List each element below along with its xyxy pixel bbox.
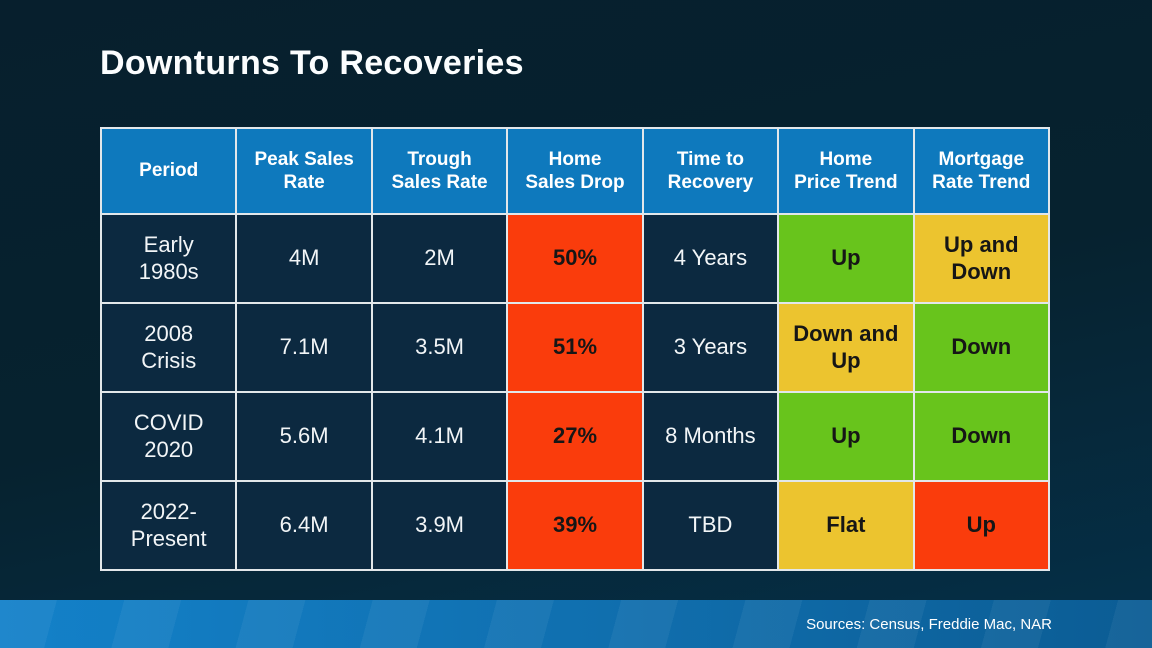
header-mortgage-rate-trend: Mortgage Rate Trend <box>914 129 1048 213</box>
source-note: Sources: Census, Freddie Mac, NAR <box>806 615 1052 633</box>
cell-r3-peak: 5.6M <box>237 393 371 480</box>
cell-r3-recovery: 8 Months <box>643 393 778 480</box>
cell-r1-drop: 50% <box>508 215 642 302</box>
cell-r1-trough: 2M <box>372 215 507 302</box>
header-trough-sales-rate: Trough Sales Rate <box>372 129 507 213</box>
cell-r2-price-trend: Down and Up <box>779 304 913 391</box>
cell-r1-rate-trend: Up and Down <box>914 215 1048 302</box>
cell-r1-recovery: 4 Years <box>643 215 778 302</box>
cell-r4-price-trend: Flat <box>779 482 913 569</box>
cell-r2-recovery: 3 Years <box>643 304 778 391</box>
cell-r3-price-trend: Up <box>779 393 913 480</box>
cell-r4-peak: 6.4M <box>237 482 371 569</box>
cell-r2-rate-trend: Down <box>914 304 1048 391</box>
cell-r4-period: 2022- Present <box>102 482 236 569</box>
header-time-to-recovery: Time to Recovery <box>643 129 778 213</box>
cell-r3-period: COVID 2020 <box>102 393 236 480</box>
cell-r2-period: 2008 Crisis <box>102 304 236 391</box>
cell-r3-rate-trend: Down <box>914 393 1048 480</box>
cell-r2-trough: 3.5M <box>372 304 507 391</box>
cell-r1-peak: 4M <box>237 215 371 302</box>
cell-r2-drop: 51% <box>508 304 642 391</box>
cell-r4-rate-trend: Up <box>914 482 1048 569</box>
cell-r3-drop: 27% <box>508 393 642 480</box>
cell-r4-drop: 39% <box>508 482 642 569</box>
header-home-sales-drop: Home Sales Drop <box>508 129 642 213</box>
cell-r2-peak: 7.1M <box>237 304 371 391</box>
cell-r4-recovery: TBD <box>643 482 778 569</box>
cell-r1-price-trend: Up <box>779 215 913 302</box>
header-peak-sales-rate: Peak Sales Rate <box>237 129 371 213</box>
header-home-price-trend: Home Price Trend <box>779 129 913 213</box>
page-title: Downturns To Recoveries <box>100 44 524 82</box>
footer-band: Sources: Census, Freddie Mac, NAR <box>0 600 1152 648</box>
cell-r3-trough: 4.1M <box>372 393 507 480</box>
downturns-table: Period Peak Sales Rate Trough Sales Rate… <box>100 127 1050 571</box>
cell-r4-trough: 3.9M <box>372 482 507 569</box>
header-period: Period <box>102 129 236 213</box>
cell-r1-period: Early 1980s <box>102 215 236 302</box>
